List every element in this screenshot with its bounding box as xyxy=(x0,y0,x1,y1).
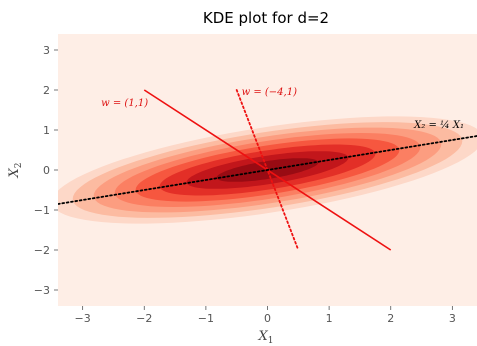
line-label-3: X₂ = ¼ X₁ xyxy=(413,120,464,131)
x-tick-label: −3 xyxy=(75,312,91,325)
annotations: w = (1,1) w = (−4,1) X₂ = ¼ X₁ xyxy=(101,87,464,131)
y-tick-label: 2 xyxy=(43,84,50,97)
line-label-2: w = (−4,1) xyxy=(242,87,297,98)
plot-area xyxy=(58,34,477,306)
x-axis-label-sub: 1 xyxy=(268,336,274,346)
y-tick-label: 0 xyxy=(43,164,50,177)
axes: −3 −2 −1 0 1 2 3 −3 −2 −1 0 1 2 3 xyxy=(34,44,456,325)
x-tick-label: 3 xyxy=(449,312,456,325)
x-tick-label: 1 xyxy=(326,312,333,325)
x-axis-label: X1 xyxy=(258,329,274,346)
x-tick-label: 2 xyxy=(387,312,394,325)
x-axis-label-main: X xyxy=(258,329,269,344)
y-tick-label: 3 xyxy=(43,44,50,57)
y-tick-label: −1 xyxy=(34,204,50,217)
y-tick-label: −2 xyxy=(34,244,50,257)
x-tick-label: −1 xyxy=(198,312,214,325)
y-axis-label-main: X xyxy=(7,168,22,179)
line-label-1: w = (1,1) xyxy=(101,98,148,109)
line-3 xyxy=(58,135,477,205)
x-tick-label: −2 xyxy=(136,312,152,325)
y-tick-label: 1 xyxy=(43,124,50,137)
x-tick-label: 0 xyxy=(264,312,271,325)
y-axis-label-sub: 2 xyxy=(14,163,24,169)
y-tick-label: −3 xyxy=(34,284,50,297)
y-axis-label: X2 xyxy=(7,163,24,179)
chart-title: KDE plot for d=2 xyxy=(203,9,329,27)
